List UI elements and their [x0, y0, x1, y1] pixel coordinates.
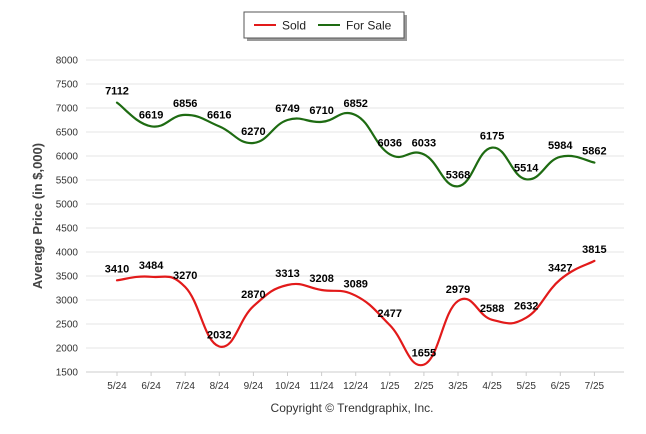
- data-label-sold: 3484: [139, 260, 164, 272]
- x-tick-label: 4/25: [482, 381, 502, 392]
- data-label-sold: 3815: [582, 244, 606, 256]
- data-label-sold: 2979: [446, 284, 470, 296]
- data-label-sold: 2632: [514, 301, 538, 313]
- y-tick-label: 4000: [56, 248, 79, 259]
- series-line-for-sale: [115, 101, 596, 188]
- y-tick-label: 2000: [56, 344, 79, 355]
- y-tick-label: 6500: [56, 128, 79, 139]
- data-label-for-sale: 6033: [412, 137, 436, 149]
- x-tick-label: 8/24: [210, 381, 230, 392]
- data-label-sold: 3313: [275, 268, 299, 280]
- x-tick-label: 10/24: [275, 381, 300, 392]
- y-axis-title: Average Price (in $,000): [30, 143, 45, 289]
- x-tick-label: 1/25: [380, 381, 400, 392]
- x-tick-label: 6/25: [551, 381, 571, 392]
- data-label-sold: 2588: [480, 303, 504, 315]
- x-tick-label: 5/25: [516, 381, 536, 392]
- y-tick-label: 3000: [56, 296, 79, 307]
- axes: 1500 2000 2500 3000 3500 4000 4500 5000 5500 6000…: [56, 56, 624, 392]
- y-tick-label: 2500: [56, 320, 79, 331]
- y-tick-label: 1500: [56, 368, 79, 379]
- data-label-for-sale: 5514: [514, 162, 539, 174]
- data-label-sold: 3410: [105, 263, 129, 275]
- data-label-for-sale: 6619: [139, 109, 163, 121]
- data-label-sold: 3089: [343, 279, 367, 291]
- data-label-sold: 3270: [173, 270, 197, 282]
- y-tick-label: 5500: [56, 176, 79, 187]
- data-label-for-sale: 6616: [207, 109, 231, 121]
- x-tick-label: 12/24: [343, 381, 368, 392]
- x-tick-label: 3/25: [448, 381, 468, 392]
- y-tick-label: 6000: [56, 152, 79, 163]
- data-label-for-sale: 5984: [548, 140, 573, 152]
- data-label-for-sale: 5368: [446, 169, 470, 181]
- y-tick-label: 3500: [56, 272, 79, 283]
- series-line-sold: [115, 259, 596, 367]
- data-label-for-sale: 7112: [105, 86, 129, 98]
- y-tick-label: 8000: [56, 56, 79, 67]
- x-tick-label: 6/24: [141, 381, 161, 392]
- x-tick-label: 2/25: [414, 381, 434, 392]
- legend-label-for-sale: For Sale: [346, 19, 392, 33]
- data-label-sold: 3208: [309, 273, 333, 285]
- series-lines: [115, 101, 596, 367]
- data-label-sold: 3427: [548, 263, 572, 275]
- data-label-for-sale: 5862: [582, 146, 606, 158]
- data-label-for-sale: 6749: [275, 103, 299, 115]
- y-tick-label: 4500: [56, 224, 79, 235]
- grid: [86, 59, 624, 373]
- x-tick-label: 5/24: [107, 381, 127, 392]
- data-label-sold: 1655: [412, 348, 436, 360]
- data-label-for-sale: 6175: [480, 131, 504, 143]
- copyright-footer: Copyright © Trendgraphix, Inc.: [271, 401, 434, 415]
- data-label-for-sale: 6852: [343, 98, 367, 110]
- y-tick-label: 7000: [56, 104, 79, 115]
- legend: Sold For Sale: [243, 11, 407, 41]
- legend-label-sold: Sold: [282, 19, 306, 33]
- y-tick-label: 7500: [56, 80, 79, 91]
- x-tick-label: 9/24: [244, 381, 264, 392]
- data-label-sold: 2870: [241, 289, 265, 301]
- y-tick-label: 5000: [56, 200, 79, 211]
- data-label-for-sale: 6856: [173, 98, 197, 110]
- data-label-for-sale: 6036: [378, 137, 402, 149]
- data-labels: 3410 3484 3270 2032 2870 3313 3208 3089 2477 1655…: [105, 86, 607, 360]
- x-tick-label: 7/24: [175, 381, 195, 392]
- x-tick-label: 11/24: [309, 381, 334, 392]
- data-label-for-sale: 6710: [309, 105, 333, 117]
- data-label-sold: 2477: [378, 308, 402, 320]
- data-label-sold: 2032: [207, 329, 231, 341]
- x-tick-label: 7/25: [585, 381, 605, 392]
- data-label-for-sale: 6270: [241, 126, 265, 138]
